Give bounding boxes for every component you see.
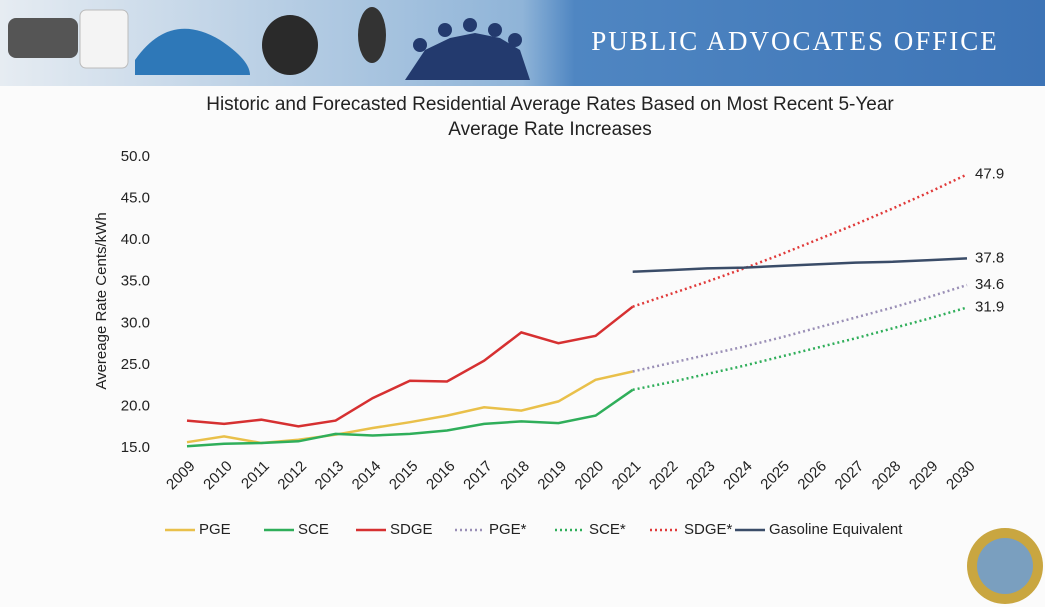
x-tick-label: 2026: [794, 458, 830, 494]
data-label: 47.9: [975, 165, 1004, 182]
x-tick-label: 2010: [200, 458, 236, 494]
series-line: [186, 388, 634, 448]
data-label: 34.6: [975, 276, 1004, 293]
series-line: [186, 305, 634, 428]
x-tick-label: 2022: [646, 458, 682, 494]
banner: PUBLIC ADVOCATES OFFICE: [0, 0, 1045, 86]
x-tick-label: 2029: [906, 458, 942, 494]
series-line: [632, 257, 968, 273]
people-icon: [405, 18, 530, 80]
legend-label: PGE: [199, 521, 231, 538]
legend-label: Gasoline Equivalent: [769, 521, 903, 538]
legend-label: SDGE*: [684, 521, 733, 538]
x-tick-label: 2020: [572, 458, 608, 494]
office-title: PUBLIC ADVOCATES OFFICE: [591, 26, 999, 56]
x-tick-label: 2021: [609, 458, 645, 494]
nozzle-icon: [262, 15, 318, 75]
chart: Avereage Rate Cents/kWh 15.0 20.0 25.0 30.0…: [93, 148, 1043, 604]
x-tick-label: 2012: [274, 458, 310, 494]
phone-icon: [358, 7, 386, 63]
y-tick-label: 45.0: [121, 190, 150, 207]
chart-title: Historic and Forecasted Residential Aver…: [206, 94, 894, 140]
data-label: 31.9: [975, 298, 1004, 315]
x-tick-label: 2009: [163, 458, 199, 494]
x-tick-label: 2011: [238, 458, 273, 493]
series-line: [186, 370, 633, 445]
x-tick-label: 2023: [683, 458, 719, 494]
series-line: [632, 283, 968, 373]
outlet-icon: [79, 9, 129, 69]
x-tick-label: 2025: [757, 458, 793, 494]
plug-icon: [8, 18, 78, 58]
x-tick-label: 2016: [423, 458, 459, 494]
y-tick-label: 50.0: [121, 148, 150, 165]
y-tick-label: 20.0: [121, 397, 150, 414]
x-tick-label: 2030: [943, 458, 979, 494]
y-tick-label: 40.0: [121, 231, 150, 248]
legend-label: SCE: [298, 521, 329, 538]
x-tick-label: 2014: [349, 458, 385, 494]
seal: [967, 528, 1043, 604]
y-axis-label: Avereage Rate Cents/kWh: [93, 212, 110, 389]
x-tick-label: 2027: [832, 458, 868, 494]
x-tick-label: 2019: [534, 458, 570, 494]
y-tick-label: 25.0: [121, 356, 150, 373]
data-label: 37.8: [975, 249, 1004, 266]
series-line: [632, 173, 968, 308]
series-line: [632, 306, 968, 392]
x-tick-label: 2015: [386, 458, 422, 494]
y-tick-label: 30.0: [121, 314, 150, 331]
x-tick-label: 2018: [497, 458, 533, 494]
wave-icon: [135, 28, 250, 75]
x-tick-label: 2017: [460, 458, 496, 494]
legend-label: PGE*: [489, 521, 527, 538]
x-tick-label: 2024: [720, 458, 756, 494]
legend-label: SCE*: [589, 521, 626, 538]
y-tick-label: 15.0: [121, 439, 150, 456]
x-tick-label: 2013: [312, 458, 348, 494]
y-tick-label: 35.0: [121, 273, 150, 290]
legend-label: SDGE: [390, 521, 433, 538]
x-tick-label: 2028: [869, 458, 905, 494]
